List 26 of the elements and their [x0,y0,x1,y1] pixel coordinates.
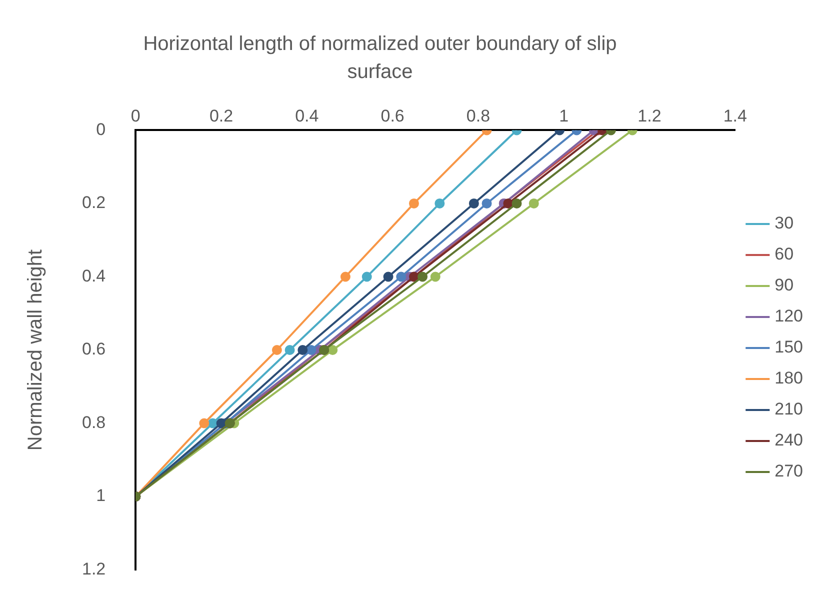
x-tick-label: 0 [130,106,140,126]
x-tick-label: 0.6 [380,106,404,126]
legend-label: 30 [774,214,794,233]
x-tick-label: 1.4 [723,106,747,126]
x-tick-label: 1.2 [638,106,662,126]
x-tick-label: 0.2 [209,106,234,126]
legend-label: 270 [774,462,804,481]
y-tick-label: 0 [96,120,106,139]
legend-label: 210 [774,400,804,419]
legend-label: 180 [774,368,804,388]
y-tick-label: 1 [96,486,106,506]
legend-label: 120 [774,306,804,326]
y-tick-label: 0.4 [82,266,106,286]
x-tick-label: 0.4 [295,106,319,126]
y-tick-label: 0.6 [82,340,106,359]
legend-label: 60 [774,244,794,264]
y-axis-title: Normalized wall height [24,248,47,451]
y-tick-label: 1.2 [82,559,106,578]
legend-label: 90 [774,276,794,295]
chart-title: Horizontal length of normalized outer boundary of slip surface [142,32,618,85]
x-tick-label: 1 [559,106,569,126]
x-tick-label: 0.8 [466,106,490,126]
y-tick-label: 0.2 [82,193,106,212]
legend-label: 150 [774,338,804,357]
legend-label: 240 [774,430,804,450]
y-tick-label: 0.8 [82,412,106,432]
